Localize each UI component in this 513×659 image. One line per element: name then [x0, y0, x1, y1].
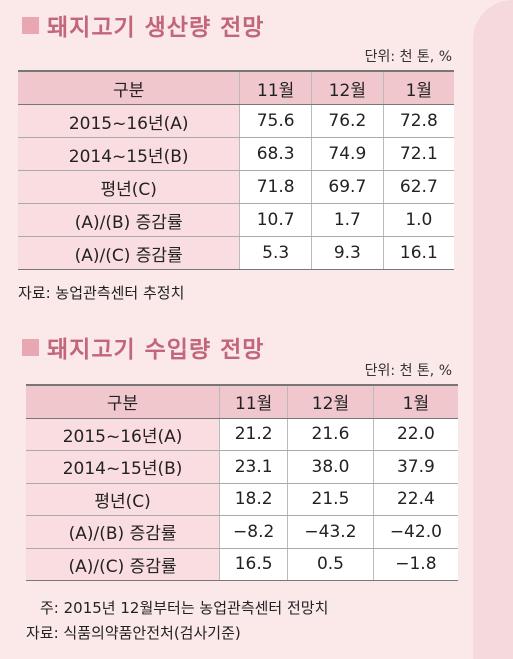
table-cell: 16.1	[382, 236, 454, 270]
square-bullet-icon	[22, 338, 39, 356]
table-row: 평년(C) 71.8 69.7 62.7	[18, 170, 454, 204]
table-cell: 38.0	[287, 450, 374, 484]
background-panel-edge	[473, 0, 513, 659]
table-cell: 22.0	[372, 418, 458, 451]
table-header-row: 구분 11월 12월 1월	[26, 384, 458, 419]
table-cell: 1.0	[382, 203, 454, 237]
header-cell: 11월	[239, 70, 312, 105]
table-cell: 21.2	[219, 418, 288, 451]
table-cell: 69.7	[311, 170, 384, 204]
table-row: (A)/(C) 증감률 5.3 9.3 16.1	[18, 236, 454, 270]
row-label: 2014~15년(B)	[18, 137, 240, 171]
row-label: 2015~16년(A)	[26, 418, 220, 451]
table-cell: 23.1	[219, 450, 288, 484]
table-cell: 75.6	[239, 104, 312, 138]
table-cell: 9.3	[311, 236, 384, 270]
table-row: 2015~16년(A) 21.2 21.6 22.0	[26, 418, 458, 451]
table-row: 2015~16년(A) 75.6 76.2 72.8	[18, 104, 454, 138]
table-row: (A)/(B) 증감률 −8.2 −43.2 −42.0	[26, 515, 458, 549]
import-note: 주: 2015년 12월부터는 농업관측센터 전망치	[40, 599, 329, 617]
table-cell: 21.6	[287, 418, 374, 451]
table-row: (A)/(B) 증감률 10.7 1.7 1.0	[18, 203, 454, 237]
import-title-text: 돼지고기 수입량 전망	[47, 337, 265, 363]
row-label: (A)/(B) 증감률	[18, 203, 240, 237]
table-row: 평년(C) 18.2 21.5 22.4	[26, 483, 458, 516]
table-cell: −43.2	[287, 515, 374, 549]
table-row: 2014~15년(B) 68.3 74.9 72.1	[18, 137, 454, 171]
production-title-text: 돼지고기 생산량 전망	[47, 15, 265, 41]
production-table: 구분 11월 12월 1월 2015~16년(A) 75.6 76.2 72.8…	[18, 70, 454, 270]
header-cell: 1월	[382, 70, 454, 105]
table-cell: 71.8	[239, 170, 312, 204]
production-source: 자료: 농업관측센터 추정치	[18, 284, 185, 302]
table-row: 2014~15년(B) 23.1 38.0 37.9	[26, 450, 458, 484]
table-cell: 1.7	[311, 203, 384, 237]
table-cell: 37.9	[372, 450, 458, 484]
table-cell: 76.2	[311, 104, 384, 138]
row-label: (A)/(C) 증감률	[18, 236, 240, 270]
table-cell: 21.5	[287, 483, 374, 516]
header-cell: 1월	[372, 384, 458, 419]
table-cell: 10.7	[239, 203, 312, 237]
row-label: 2015~16년(A)	[18, 104, 240, 138]
table-cell: 72.8	[382, 104, 454, 138]
header-cell: 12월	[311, 70, 384, 105]
table-cell: 62.7	[382, 170, 454, 204]
header-cell: 12월	[287, 384, 374, 419]
table-cell: −42.0	[372, 515, 458, 549]
row-label: (A)/(B) 증감률	[26, 515, 220, 549]
table-header-row: 구분 11월 12월 1월	[18, 70, 454, 105]
table-cell: 74.9	[311, 137, 384, 171]
row-label: (A)/(C) 증감률	[26, 548, 220, 581]
table-cell: 18.2	[219, 483, 288, 516]
table-cell: 68.3	[239, 137, 312, 171]
import-title: 돼지고기 수입량 전망	[22, 330, 264, 364]
row-label: 평년(C)	[18, 170, 240, 204]
import-source: 자료: 식품의약품안전처(검사기준)	[26, 624, 241, 642]
row-label: 평년(C)	[26, 483, 220, 516]
import-table: 구분 11월 12월 1월 2015~16년(A) 21.2 21.6 22.0…	[26, 384, 458, 581]
table-cell: −8.2	[219, 515, 288, 549]
header-cell: 구분	[18, 70, 240, 105]
table-cell: 22.4	[372, 483, 458, 516]
import-unit: 단위: 천 톤, %	[364, 363, 452, 379]
table-cell: −1.8	[372, 548, 458, 581]
table-cell: 16.5	[219, 548, 288, 581]
table-cell: 72.1	[382, 137, 454, 171]
table-cell: 5.3	[239, 236, 312, 270]
square-bullet-icon	[22, 16, 39, 34]
production-title: 돼지고기 생산량 전망	[22, 8, 264, 42]
production-unit: 단위: 천 톤, %	[364, 49, 452, 65]
header-cell: 구분	[26, 384, 220, 419]
table-row: (A)/(C) 증감률 16.5 0.5 −1.8	[26, 548, 458, 581]
table-cell: 0.5	[287, 548, 374, 581]
header-cell: 11월	[219, 384, 288, 419]
row-label: 2014~15년(B)	[26, 450, 220, 484]
